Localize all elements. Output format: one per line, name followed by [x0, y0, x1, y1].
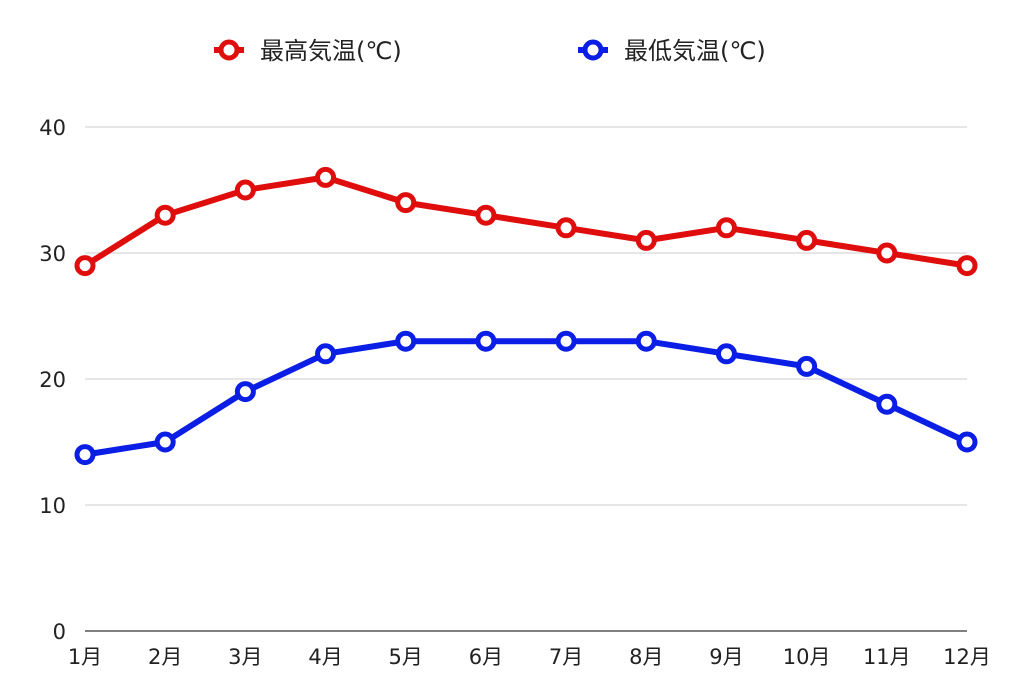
series-layer [74, 166, 978, 466]
legend-marker-min-temp [582, 39, 604, 61]
data-point [395, 330, 417, 352]
y-tick-label: 0 [53, 620, 66, 644]
y-tick-label: 40 [39, 116, 66, 140]
x-tick-label: 11月 [863, 645, 911, 669]
data-point [555, 217, 577, 239]
data-point [154, 431, 176, 453]
data-point [715, 343, 737, 365]
x-tick-label: 5月 [389, 645, 423, 669]
data-point [315, 343, 337, 365]
legend: 最高気温(℃) 最低気温(℃) [214, 37, 766, 65]
data-point [876, 393, 898, 415]
data-point [234, 381, 256, 403]
y-axis-tick-labels: 0 10 20 30 40 [39, 116, 66, 644]
data-point [475, 204, 497, 226]
data-point [796, 229, 818, 251]
data-point [956, 431, 978, 453]
x-tick-label: 1月 [68, 645, 102, 669]
data-point [74, 444, 96, 466]
y-tick-label: 20 [39, 368, 66, 392]
legend-item-min-temp: 最低気温(℃) [578, 37, 766, 65]
data-point [796, 355, 818, 377]
x-tick-label: 6月 [469, 645, 503, 669]
y-tick-label: 30 [39, 242, 66, 266]
data-point [234, 179, 256, 201]
legend-label-max-temp: 最高気温(℃) [260, 37, 402, 65]
x-tick-label: 3月 [228, 645, 262, 669]
series-min-temp [74, 330, 978, 466]
legend-label-min-temp: 最低気温(℃) [624, 37, 766, 65]
x-tick-label: 2月 [148, 645, 182, 669]
data-point [555, 330, 577, 352]
x-tick-label: 8月 [629, 645, 663, 669]
x-axis-tick-labels: 1月 2月 3月 4月 5月 6月 7月 8月 9月 10月 11月 12月 [68, 645, 991, 669]
data-point [395, 192, 417, 214]
data-point [715, 217, 737, 239]
data-point [475, 330, 497, 352]
x-tick-label: 7月 [549, 645, 583, 669]
legend-item-max-temp: 最高気温(℃) [214, 37, 402, 65]
data-point [154, 204, 176, 226]
x-tick-label: 4月 [308, 645, 342, 669]
y-tick-label: 10 [39, 494, 66, 518]
gridlines [85, 126, 967, 632]
x-tick-label: 12月 [943, 645, 991, 669]
x-tick-label: 9月 [709, 645, 743, 669]
data-point [635, 330, 657, 352]
legend-marker-max-temp [218, 39, 240, 61]
x-tick-label: 10月 [783, 645, 831, 669]
data-point [74, 255, 96, 277]
series-line [82, 338, 970, 458]
data-point [876, 242, 898, 264]
series-max-temp [74, 166, 978, 277]
data-point [635, 229, 657, 251]
series-line [82, 174, 970, 269]
data-point [956, 255, 978, 277]
data-point [315, 166, 337, 188]
